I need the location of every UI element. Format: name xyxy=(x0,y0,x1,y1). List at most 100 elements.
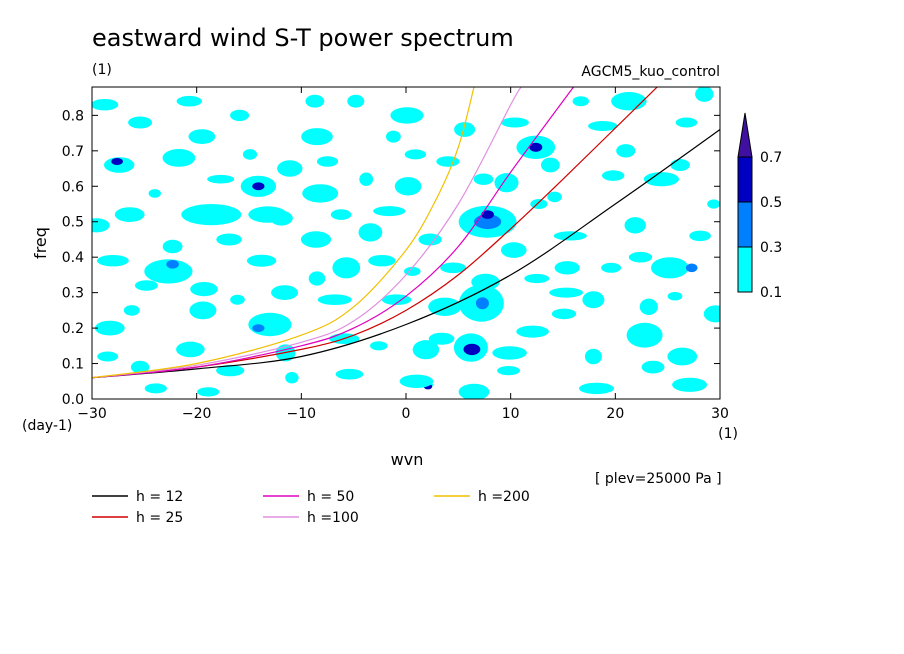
contour-region-96 xyxy=(207,174,235,184)
contour-region-54 xyxy=(148,189,161,198)
contour-region-38 xyxy=(230,294,245,305)
contour-region-100 xyxy=(639,298,658,315)
colorbar-segment-2 xyxy=(737,246,753,293)
contour-region-2 xyxy=(463,343,481,356)
contour-region-62 xyxy=(524,273,550,284)
contour-region-66 xyxy=(230,109,250,122)
contour-region-105 xyxy=(689,230,711,242)
legend-label-2: h = 50 xyxy=(307,489,354,505)
contour-region-11 xyxy=(685,263,698,273)
contour-region-117 xyxy=(316,156,339,167)
contour-region-119 xyxy=(134,280,158,291)
contour-region-56 xyxy=(584,348,602,365)
contour-region-111 xyxy=(602,170,625,181)
contour-region-102 xyxy=(130,360,150,374)
contour-region-28 xyxy=(301,128,333,146)
contour-region-115 xyxy=(370,341,388,351)
contour-fill-layer xyxy=(92,87,720,399)
y-tick-label-8: 0.8 xyxy=(62,108,84,124)
dispersion-curve-3 xyxy=(92,87,522,379)
x-tick-label-3: 0 xyxy=(402,406,411,422)
contour-region-55 xyxy=(541,157,560,173)
chart-subtitle-right: AGCM5_kuo_control xyxy=(581,64,720,80)
contour-region-126 xyxy=(404,149,427,160)
contour-region-80 xyxy=(359,172,374,186)
dispersion-curves xyxy=(92,87,720,379)
contour-region-74 xyxy=(300,231,332,248)
contour-region-24 xyxy=(547,191,562,203)
colorbar-segment-0 xyxy=(737,156,753,203)
contour-region-92 xyxy=(373,206,406,217)
contour-region-70 xyxy=(703,305,720,323)
contour-region-106 xyxy=(572,96,589,107)
contour-region-64 xyxy=(390,107,424,124)
contour-region-91 xyxy=(579,382,614,395)
contour-region-46 xyxy=(399,374,434,388)
contour-region-83 xyxy=(97,255,129,267)
contour-region-84 xyxy=(454,122,476,137)
contour-region-76 xyxy=(428,332,455,345)
colorbar-label-2: 0.5 xyxy=(760,195,782,211)
contour-region-121 xyxy=(197,387,220,397)
contour-region-125 xyxy=(330,209,352,220)
y-tick-label-5: 0.5 xyxy=(62,215,84,231)
chart-subtitle-left: (1) xyxy=(92,62,112,78)
contour-region-9 xyxy=(529,142,543,152)
contour-region-77 xyxy=(128,116,153,129)
contour-region-98 xyxy=(458,383,490,399)
level-note: [ plev=25000 Pa ] xyxy=(595,471,722,487)
legend-label-1: h = 25 xyxy=(136,510,183,526)
colorbar-label-0: 0.1 xyxy=(760,285,782,301)
x-axis-label: wvn xyxy=(391,450,424,469)
contour-region-82 xyxy=(271,285,299,300)
contour-region-25 xyxy=(626,322,663,348)
contour-region-19 xyxy=(181,204,242,226)
contour-region-7 xyxy=(481,210,494,219)
contour-region-89 xyxy=(176,341,205,358)
contour-region-48 xyxy=(242,149,258,160)
legend: h = 12 h = 25 h = 50 h =100 h =200 xyxy=(92,489,530,526)
contour-region-36 xyxy=(624,217,646,234)
contour-region-40 xyxy=(670,159,690,171)
contour-region-35 xyxy=(554,261,580,275)
y-tick-label-4: 0.4 xyxy=(62,250,84,266)
legend-label-4: h =200 xyxy=(478,489,530,505)
contour-region-31 xyxy=(332,257,361,279)
colorbar-segment-1 xyxy=(737,201,753,248)
contour-region-10 xyxy=(651,257,689,279)
contour-region-75 xyxy=(672,377,708,392)
contour-region-116 xyxy=(418,233,442,246)
contour-region-108 xyxy=(436,156,460,167)
contour-region-21 xyxy=(252,324,265,332)
contour-region-33 xyxy=(302,184,339,203)
contour-region-71 xyxy=(216,364,245,377)
contour-region-41 xyxy=(358,223,383,242)
y-axis: 0.0 0.1 0.2 0.3 0.4 0.5 0.6 0.7 0.8 xyxy=(62,108,720,408)
contour-region-85 xyxy=(347,94,365,108)
contour-region-37 xyxy=(123,305,140,316)
contour-region-0 xyxy=(412,340,440,360)
colorbar-label-3: 0.7 xyxy=(760,150,782,166)
contour-region-29 xyxy=(394,177,422,196)
colorbar-top-arrow xyxy=(737,112,753,158)
contour-region-52 xyxy=(335,368,364,380)
chart-title: eastward wind S-T power spectrum xyxy=(92,24,514,52)
contour-region-86 xyxy=(588,121,618,131)
contour-region-110 xyxy=(176,95,202,107)
contour-region-68 xyxy=(549,287,583,298)
contour-region-17 xyxy=(252,182,265,191)
contour-region-72 xyxy=(440,262,466,274)
contour-region-99 xyxy=(285,372,299,384)
contour-region-60 xyxy=(305,94,325,108)
contour-region-97 xyxy=(707,199,720,209)
contour-region-20 xyxy=(248,312,292,337)
x-tick-label-1: −20 xyxy=(182,406,212,422)
y-unit-label: (day-1) xyxy=(22,418,72,434)
contour-region-120 xyxy=(601,262,622,273)
y-tick-label-3: 0.3 xyxy=(62,286,84,302)
contour-region-114 xyxy=(641,360,665,374)
contour-region-45 xyxy=(189,301,217,320)
contour-region-101 xyxy=(404,266,421,276)
legend-label-0: h = 12 xyxy=(136,489,183,505)
